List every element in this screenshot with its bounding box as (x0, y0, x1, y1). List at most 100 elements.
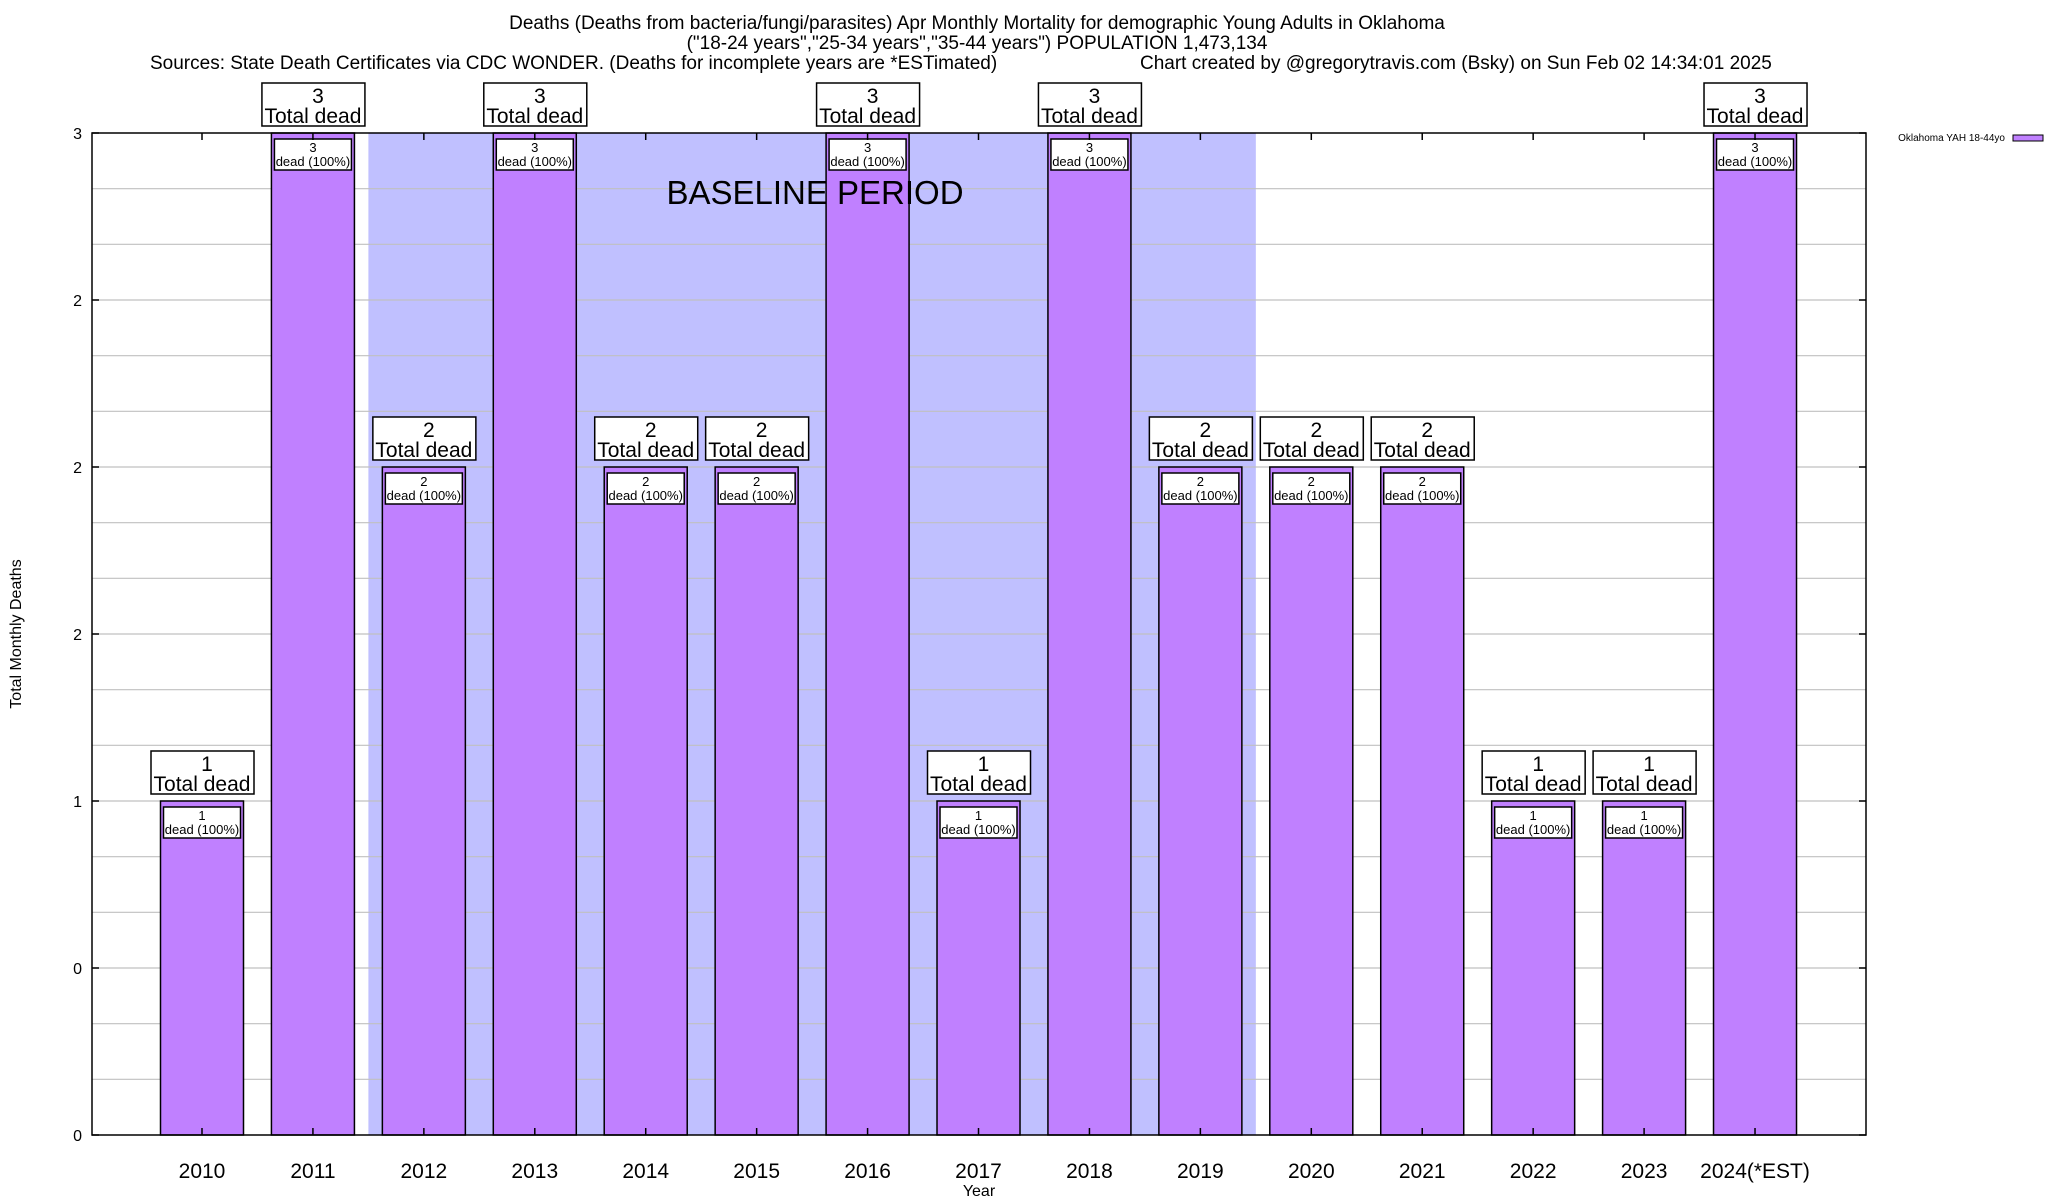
bar-total-text-label: Total dead (1152, 439, 1249, 462)
bar-inner-value-label: 1 (1640, 808, 1647, 823)
bar (1269, 466, 1354, 1136)
bar-inner-label-box (717, 472, 796, 505)
y-tick-label: 1 (73, 794, 82, 811)
bar-inner-label-box (606, 472, 685, 505)
bar-inner-label-box (1604, 806, 1684, 839)
bar-total-label-box (372, 416, 477, 461)
chart-credit: Chart created by @gregorytravis.com (Bsk… (1140, 53, 1772, 74)
bar-inner-label-box (1715, 138, 1795, 171)
bar-total-label-box (815, 82, 921, 127)
y-tick-label: 2 (73, 460, 82, 477)
bar-inner-percent-label: dead (100%) (1274, 488, 1348, 503)
bar (381, 466, 467, 1136)
bar-total-value-label: 1 (1532, 753, 1544, 776)
bar-inner-value-label: 2 (1308, 474, 1315, 489)
x-tick-label: 2019 (1177, 1160, 1224, 1183)
y-tick-label: 3 (73, 126, 82, 143)
x-axis-label: Year (963, 1183, 996, 1200)
bar-inner-percent-label: dead (100%) (1385, 488, 1459, 503)
bar-inner-percent-label: dead (100%) (276, 154, 350, 169)
x-tick-label: 2018 (1066, 1160, 1113, 1183)
x-tick-label: 2012 (401, 1160, 448, 1183)
bar-inner-percent-label: dead (100%) (498, 154, 572, 169)
bar-inner-value-label: 2 (1197, 474, 1204, 489)
bar-total-label-box (704, 416, 810, 461)
bar-total-value-label: 3 (1754, 85, 1766, 108)
y-tick-label: 2 (73, 293, 82, 310)
bar-total-text-label: Total dead (375, 439, 472, 462)
x-tick-label: 2014 (622, 1160, 669, 1183)
bar (603, 466, 688, 1136)
bar-inner-percent-label: dead (100%) (1496, 822, 1570, 837)
chart-sources: Sources: State Death Certificates via CD… (150, 53, 998, 74)
bar-total-label-box (261, 82, 366, 127)
bar-inner-percent-label: dead (100%) (1607, 822, 1681, 837)
bar-total-label-box (1037, 82, 1143, 127)
bar (270, 132, 356, 1136)
bar-total-value-label: 1 (1643, 753, 1655, 776)
bar-total-label-box (1481, 750, 1586, 795)
chart-title: Deaths (Deaths from bacteria/fungi/paras… (509, 13, 1445, 34)
bar-inner-value-label: 2 (642, 474, 649, 489)
bar-total-label-box (483, 82, 588, 127)
bar-inner-value-label: 2 (420, 474, 427, 489)
bar-inner-label-box (939, 806, 1018, 839)
bar (1379, 466, 1465, 1136)
bar-inner-label-box (1272, 472, 1351, 505)
bar (159, 800, 245, 1136)
x-tick-label: 2022 (1510, 1160, 1557, 1183)
bar-inner-percent-label: dead (100%) (165, 822, 239, 837)
bar-total-value-label: 2 (1310, 419, 1322, 442)
bar-total-value-label: 2 (1421, 419, 1433, 442)
bar-total-text-label: Total dead (1485, 773, 1582, 796)
bar-total-value-label: 2 (645, 419, 657, 442)
bar-inner-value-label: 3 (1086, 140, 1093, 155)
bar (1490, 800, 1576, 1136)
bar-total-text-label: Total dead (1263, 439, 1360, 462)
bar-inner-value-label: 1 (975, 808, 982, 823)
x-tick-label: 2021 (1399, 1160, 1446, 1183)
bar-inner-value-label: 3 (1751, 140, 1758, 155)
bar (1601, 800, 1687, 1136)
bar-total-value-label: 3 (534, 85, 546, 108)
bar-total-value-label: 3 (312, 85, 324, 108)
bar (1158, 466, 1243, 1136)
bar-total-value-label: 3 (1089, 85, 1101, 108)
bar-inner-value-label: 1 (1530, 808, 1537, 823)
bar-inner-percent-label: dead (100%) (1052, 154, 1126, 169)
bar-inner-value-label: 3 (531, 140, 538, 155)
legend: Oklahoma YAH 18-44yo (1898, 133, 2044, 144)
bar-total-label-box (1592, 750, 1697, 795)
x-tick-label: 2011 (290, 1160, 335, 1183)
x-tick-label: 2010 (179, 1160, 226, 1183)
bar-inner-percent-label: dead (100%) (1163, 488, 1237, 503)
x-tick-label: 2013 (511, 1160, 558, 1183)
x-tick-label: 2023 (1621, 1160, 1668, 1183)
bar-inner-value-label: 2 (1419, 474, 1426, 489)
bar (936, 800, 1021, 1136)
bar-total-value-label: 1 (201, 753, 213, 776)
y-tick-label: 2 (73, 627, 82, 644)
bar-inner-label-box (1050, 138, 1129, 171)
bar-total-text-label: Total dead (1596, 773, 1693, 796)
bar (1047, 132, 1132, 1136)
y-axis-label: Total Monthly Deaths (8, 559, 25, 708)
bar-total-text-label: Total dead (264, 105, 361, 128)
bar-total-label-box (1259, 416, 1365, 461)
bar (1712, 132, 1798, 1136)
bar-total-text-label: Total dead (708, 439, 805, 462)
bar-total-text-label: Total dead (1041, 105, 1138, 128)
bar-total-value-label: 2 (756, 419, 768, 442)
bar-total-value-label: 3 (867, 85, 879, 108)
bar-total-text-label: Total dead (154, 773, 251, 796)
bar-total-text-label: Total dead (819, 105, 916, 128)
bar-inner-percent-label: dead (100%) (1718, 154, 1792, 169)
x-tick-label: 2016 (844, 1160, 891, 1183)
bar (492, 132, 578, 1136)
bar-total-text-label: Total dead (930, 773, 1027, 796)
x-tick-label: 2020 (1288, 1160, 1335, 1183)
legend-entry-label: Oklahoma YAH 18-44yo (1898, 133, 2005, 144)
bar-total-label-box (1148, 416, 1254, 461)
bar-total-label-box (926, 750, 1032, 795)
